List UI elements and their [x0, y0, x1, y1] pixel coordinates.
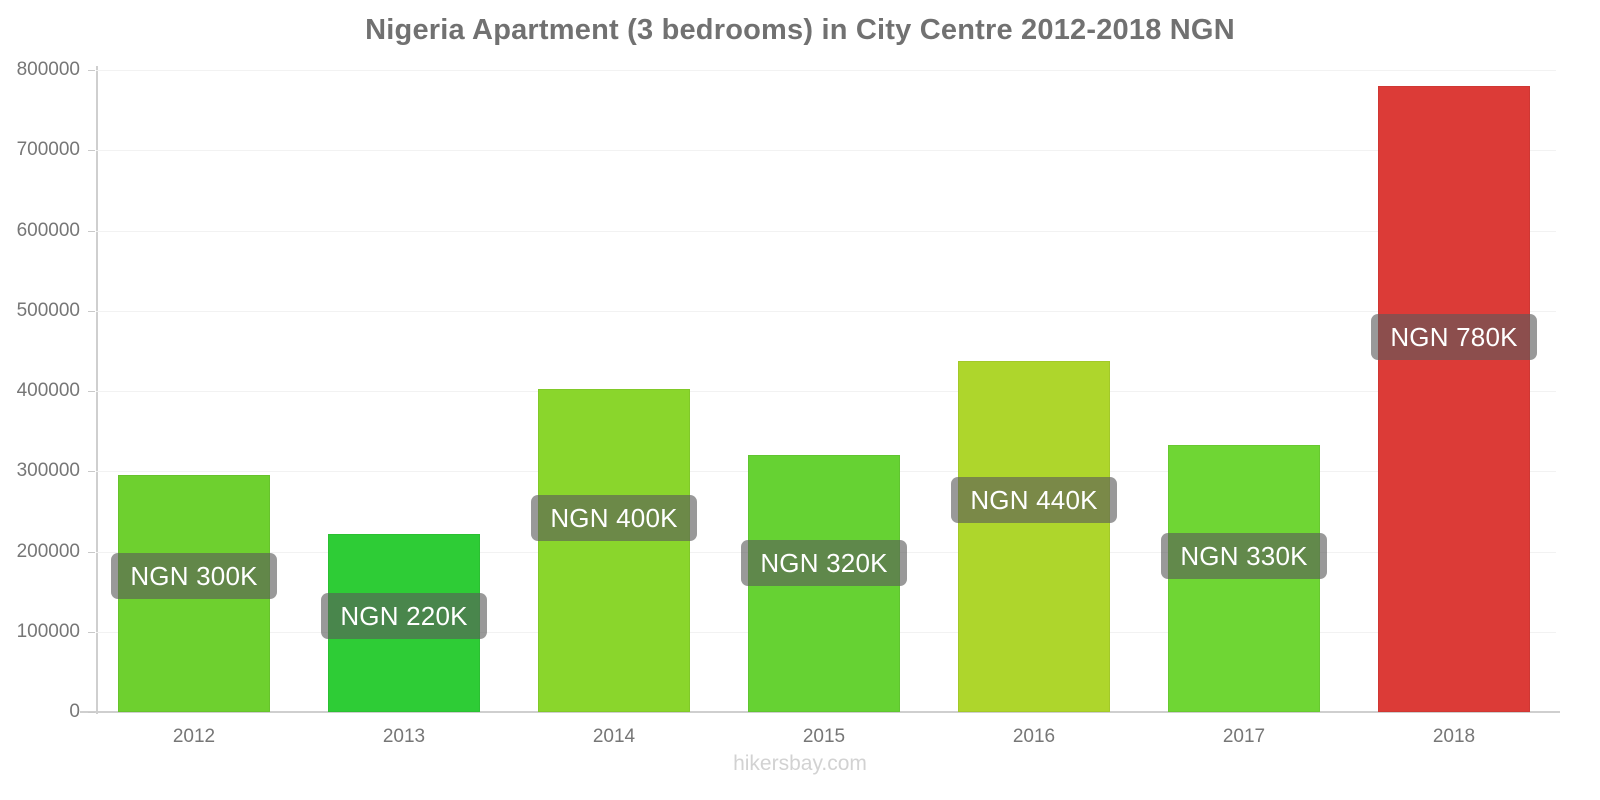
- y-axis-tick-label: 0: [69, 701, 80, 722]
- footer-credit: hikersbay.com: [733, 752, 867, 775]
- y-axis-tick: [88, 150, 95, 152]
- x-axis-tick-label: 2017: [1222, 726, 1266, 747]
- bar-data-label: NGN 320K: [741, 539, 907, 586]
- y-axis-tick-label: 300000: [16, 460, 80, 482]
- y-axis-tick-label: 200000: [16, 540, 80, 562]
- y-axis-tick: [88, 310, 95, 312]
- y-axis-tick: [88, 70, 95, 71]
- x-axis-tick-label: 2016: [1012, 726, 1056, 747]
- bar-data-label: NGN 440K: [951, 477, 1117, 524]
- y-axis-tick-label: 400000: [16, 380, 80, 401]
- y-axis-tick-label: 600000: [16, 219, 80, 241]
- bar-data-label: NGN 220K: [321, 592, 487, 639]
- y-axis-tick: [88, 391, 95, 392]
- y-axis-tick-label: 500000: [16, 299, 80, 321]
- bar[interactable]: [538, 388, 690, 712]
- x-axis-tick-label: 2014: [592, 726, 636, 747]
- y-axis-tick-labels: 0 100000 200000 300000 400000 500000 600000 700…: [0, 59, 80, 722]
- y-axis-tick: [88, 631, 95, 633]
- y-axis-tick-label: 100000: [16, 620, 80, 642]
- y-axis-tick: [88, 551, 95, 553]
- x-axis-tick-label: 2012: [172, 726, 216, 747]
- x-axis-line: [80, 711, 1560, 713]
- y-axis-tick: [88, 471, 95, 473]
- gridline: [96, 310, 1556, 312]
- y-axis-tick-label: 800000: [16, 59, 80, 80]
- gridline: [96, 70, 1556, 71]
- gridline: [96, 150, 1556, 152]
- gridline: [96, 230, 1556, 232]
- bar[interactable]: [958, 361, 1110, 712]
- bar-data-label: NGN 330K: [1161, 532, 1327, 579]
- y-axis-tick: [88, 712, 95, 713]
- bar-data-label: NGN 400K: [531, 495, 697, 542]
- page-title: Nigeria Apartment (3 bedrooms) in City C…: [365, 14, 1235, 46]
- gridline: [96, 391, 1556, 392]
- y-axis-tick-label: 700000: [16, 139, 80, 161]
- x-axis-tick-label: 2018: [1432, 726, 1476, 747]
- bar-data-label: NGN 780K: [1371, 314, 1537, 361]
- x-axis-tick-label: 2015: [802, 726, 846, 747]
- bar[interactable]: [1378, 86, 1530, 712]
- x-axis-tick-label: 2013: [382, 726, 426, 747]
- bar-data-label: NGN 300K: [111, 553, 277, 600]
- y-axis-tick: [88, 230, 95, 232]
- plot-area: NGN 300K NGN 220K NGN 400K NGN 320K NGN 440K…: [88, 70, 1556, 713]
- y-axis-line: [96, 66, 98, 714]
